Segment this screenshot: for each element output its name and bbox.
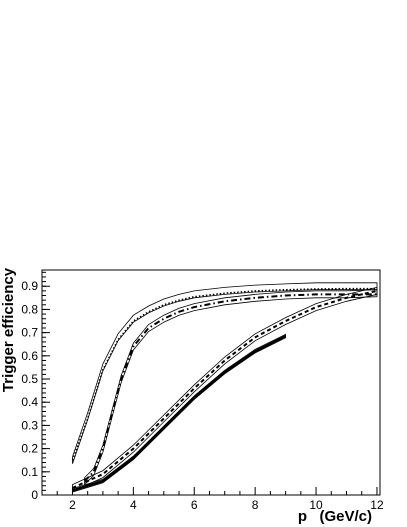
x-tick-label: 12 [370,498,384,512]
y-tick-label: 0.7 [21,326,38,340]
y-tick-label: 0.2 [21,442,38,456]
y-axis-label: Trigger efficiency [0,267,17,392]
y-tick-label: 0.5 [21,372,38,386]
series-group [71,282,378,493]
y-tick-label: 0 [31,488,38,502]
plot-frame [41,269,381,496]
x-tick-label: 8 [252,498,259,512]
y-tick-label: 0.6 [21,349,38,363]
curve-dashed-5 [72,289,378,489]
curve-dashdot-3 [83,293,377,482]
x-tick-label: 10 [309,498,323,512]
x-tick-label: 4 [130,498,137,512]
y-tick-label: 0.9 [21,279,38,293]
error-band-4 [72,286,378,493]
x-axis-label: p (GeV/c) [298,508,372,525]
error-band-2 [84,289,378,486]
x-tick-label: 2 [69,498,76,512]
y-tick-label: 0.3 [21,418,38,432]
axes: 2 4 6 8 10 12 0 0.1 0.2 0.3 0.4 0.5 0.6 0.7 0.8 0.9 [21,271,384,512]
y-tick-label: 0.4 [21,395,38,409]
curve-dotted-1 [71,287,377,461]
y-tick-label: 0.1 [21,465,38,479]
y-tick-label: 0.8 [21,302,38,316]
curve-solid-thick-7 [72,334,287,492]
x-tick-label: 6 [191,498,198,512]
